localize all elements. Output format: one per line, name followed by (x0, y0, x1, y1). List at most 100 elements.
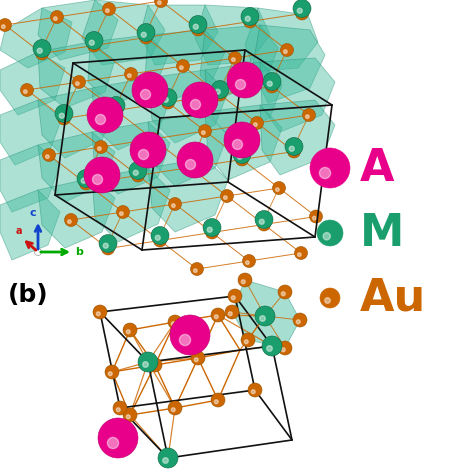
Circle shape (1, 25, 5, 28)
Circle shape (24, 90, 27, 93)
Polygon shape (0, 145, 60, 212)
Polygon shape (205, 105, 282, 180)
Circle shape (224, 122, 260, 158)
Circle shape (213, 88, 227, 101)
Circle shape (177, 142, 213, 178)
Polygon shape (205, 62, 282, 136)
Circle shape (288, 145, 301, 158)
Circle shape (105, 248, 108, 252)
Circle shape (199, 125, 211, 137)
Circle shape (156, 240, 160, 244)
Circle shape (189, 16, 207, 34)
Circle shape (108, 438, 118, 448)
Circle shape (238, 159, 242, 163)
Circle shape (137, 24, 155, 42)
Circle shape (246, 21, 250, 25)
Circle shape (92, 174, 102, 184)
Circle shape (211, 81, 229, 99)
Circle shape (81, 178, 86, 183)
Circle shape (103, 243, 108, 248)
Circle shape (87, 97, 123, 133)
Circle shape (255, 306, 275, 326)
Circle shape (260, 316, 265, 321)
Circle shape (123, 323, 137, 337)
Circle shape (170, 315, 210, 355)
Circle shape (172, 204, 175, 208)
Polygon shape (38, 42, 115, 108)
Circle shape (225, 305, 239, 319)
Text: b: b (75, 247, 83, 257)
Circle shape (182, 82, 218, 118)
Circle shape (246, 261, 249, 264)
Circle shape (294, 246, 308, 259)
Polygon shape (38, 0, 118, 60)
Circle shape (214, 400, 218, 404)
Circle shape (168, 401, 182, 415)
Circle shape (143, 37, 146, 41)
Circle shape (319, 167, 330, 179)
Circle shape (293, 313, 307, 327)
Polygon shape (0, 8, 72, 68)
Circle shape (281, 348, 285, 352)
Circle shape (168, 198, 182, 210)
Polygon shape (92, 168, 170, 242)
Circle shape (55, 104, 73, 122)
Circle shape (98, 147, 101, 150)
Circle shape (0, 18, 11, 31)
Circle shape (20, 83, 34, 97)
Circle shape (211, 393, 225, 407)
Circle shape (261, 224, 264, 228)
Text: A: A (360, 146, 394, 190)
Circle shape (129, 162, 147, 180)
Circle shape (209, 232, 212, 236)
Circle shape (99, 235, 117, 253)
Circle shape (310, 148, 350, 188)
Circle shape (245, 16, 250, 21)
Circle shape (278, 341, 292, 355)
Polygon shape (145, 30, 225, 102)
Circle shape (191, 263, 203, 275)
Circle shape (36, 47, 48, 60)
Circle shape (91, 46, 94, 49)
Circle shape (231, 296, 235, 300)
Circle shape (257, 218, 271, 231)
Circle shape (123, 408, 137, 422)
Circle shape (113, 401, 127, 415)
Circle shape (283, 50, 287, 54)
Circle shape (238, 273, 252, 287)
Circle shape (232, 139, 243, 149)
Circle shape (187, 167, 190, 171)
Circle shape (57, 112, 71, 125)
Circle shape (251, 390, 255, 394)
Circle shape (193, 24, 198, 29)
Circle shape (106, 9, 109, 12)
Circle shape (191, 100, 201, 109)
Circle shape (320, 288, 340, 308)
Circle shape (35, 248, 42, 255)
Circle shape (255, 210, 273, 228)
Circle shape (289, 146, 294, 151)
Circle shape (158, 448, 178, 468)
Circle shape (293, 0, 311, 18)
Circle shape (155, 0, 167, 8)
Circle shape (102, 2, 116, 16)
Circle shape (140, 90, 151, 100)
Circle shape (228, 52, 241, 64)
Circle shape (51, 10, 64, 24)
Circle shape (163, 458, 168, 463)
Circle shape (193, 269, 197, 273)
Polygon shape (232, 280, 300, 348)
Circle shape (236, 80, 246, 90)
Circle shape (241, 8, 259, 26)
Circle shape (228, 289, 242, 303)
Polygon shape (38, 88, 115, 158)
Circle shape (263, 73, 281, 91)
Circle shape (181, 154, 199, 172)
Circle shape (117, 206, 129, 219)
Circle shape (310, 210, 322, 223)
Polygon shape (148, 158, 228, 232)
Circle shape (139, 31, 153, 44)
Circle shape (141, 32, 146, 37)
Circle shape (267, 81, 272, 86)
Circle shape (179, 334, 191, 346)
